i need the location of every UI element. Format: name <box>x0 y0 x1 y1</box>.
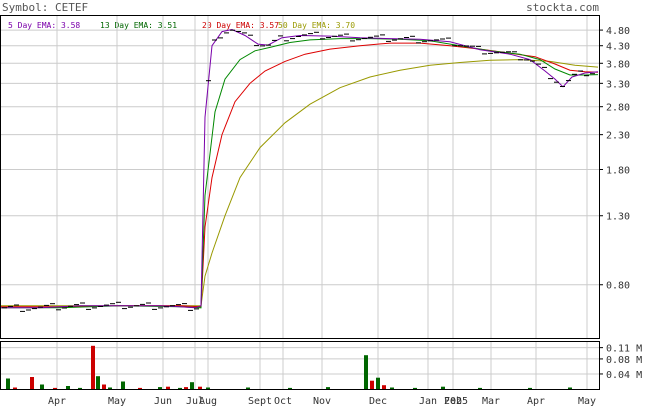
symbol-label: Symbol: CETEF <box>2 1 88 14</box>
x-tick-label: Apr <box>527 396 545 406</box>
volume-axis: 0.11 M0.08 M 0.04 M <box>599 344 642 381</box>
volume-bars <box>6 345 572 389</box>
volume-bar <box>91 345 95 389</box>
volume-panel-border <box>0 341 600 390</box>
x-tick-label: Nov <box>313 396 331 406</box>
volume-bar <box>376 377 380 389</box>
volume-bar <box>288 387 292 389</box>
volume-bar <box>568 387 572 389</box>
legend-ema13: 13 Day EMA: 3.51 <box>100 21 177 30</box>
volume-bar <box>158 387 162 389</box>
x-tick-label: 2025 <box>444 396 468 406</box>
volume-bar <box>326 387 330 389</box>
volume-bar <box>478 387 482 389</box>
legend-ema50: 50 Day EMA: 3.70 <box>278 21 355 30</box>
price-grid <box>1 16 599 338</box>
price-tick-label: 1.80 <box>606 165 630 176</box>
x-tick-label: Feb <box>444 396 462 406</box>
volume-bar <box>364 355 368 389</box>
x-tick-label: Oct <box>274 396 292 406</box>
volume-bar <box>382 385 386 389</box>
volume-bar <box>53 387 57 389</box>
x-tick-label: Jun <box>154 396 172 406</box>
volume-bar <box>108 387 112 389</box>
ema50-line <box>0 59 599 307</box>
volume-bar <box>246 387 250 389</box>
site-name: stockta.com <box>526 1 599 14</box>
volume-tick-label: 0.11 M <box>606 344 642 355</box>
volume-bar <box>138 387 142 389</box>
x-tick-label: May <box>578 396 596 406</box>
volume-bar <box>184 387 188 389</box>
volume-bar <box>102 384 106 389</box>
volume-bar <box>190 382 194 389</box>
volume-bar <box>441 386 445 389</box>
price-bars <box>2 29 595 312</box>
volume-bar <box>78 387 82 389</box>
volume-bar <box>390 387 394 389</box>
x-tick-label: Apr <box>48 396 66 406</box>
volume-bar <box>198 386 202 389</box>
volume-tick-label: 0.08 M <box>606 355 642 366</box>
x-tick-label: May <box>108 396 126 406</box>
price-axis: 4.80 4.30 3.80 3.30 2.80 2.30 1.80 1.30 0.80 <box>599 26 630 292</box>
x-tick-label: Mar <box>482 396 500 406</box>
x-tick-label: Dec <box>369 396 387 406</box>
volume-bar <box>178 387 182 389</box>
price-tick-label: 3.80 <box>606 59 630 70</box>
volume-bar <box>166 386 170 389</box>
volume-bar <box>206 387 210 389</box>
x-tick-label: Aug <box>199 396 217 406</box>
volume-tick-label: 0.04 M <box>606 370 642 381</box>
volume-bar <box>30 377 34 389</box>
price-tick-label: 3.30 <box>606 79 630 90</box>
volume-bar <box>121 381 125 389</box>
volume-bar <box>96 376 100 389</box>
x-tick-label: Jan <box>419 396 437 406</box>
price-panel-border <box>0 15 600 339</box>
volume-bar <box>370 380 374 389</box>
ema-lines <box>0 28 599 309</box>
price-tick-label: 2.80 <box>606 103 630 114</box>
volume-bar <box>13 387 17 389</box>
price-tick-label: 0.80 <box>606 281 630 292</box>
x-tick-label: Sept <box>248 396 272 406</box>
price-tick-label: 4.80 <box>606 26 630 37</box>
price-tick-label: 1.30 <box>606 212 630 223</box>
volume-grid <box>1 342 599 389</box>
volume-bar <box>413 387 417 389</box>
price-tick-label: 2.30 <box>606 131 630 142</box>
legend-ema20: 20 Day EMA: 3.57 <box>202 21 279 30</box>
volume-bar <box>528 387 532 389</box>
legend-ema5: 5 Day EMA: 3.58 <box>8 21 80 30</box>
ema13-line <box>0 38 599 309</box>
volume-bar <box>66 386 70 389</box>
price-tick-label: 4.30 <box>606 42 630 53</box>
ema20-line <box>0 42 599 308</box>
volume-bar <box>6 378 10 389</box>
ema5-line <box>0 28 599 309</box>
volume-bar <box>40 384 44 389</box>
x-tick-label: Jul <box>186 396 204 406</box>
